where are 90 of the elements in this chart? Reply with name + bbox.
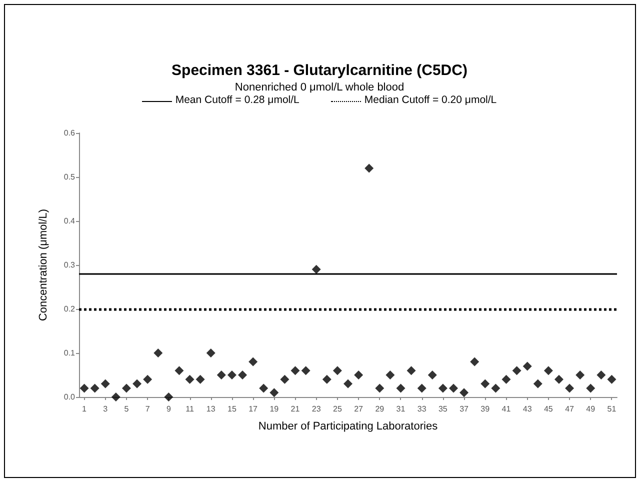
point	[533, 379, 542, 388]
x-tick-label: 15	[228, 404, 237, 414]
point	[206, 348, 216, 358]
point	[90, 384, 100, 393]
point	[270, 388, 279, 398]
point	[344, 379, 352, 388]
point	[554, 374, 564, 384]
x-tick-label: 31	[396, 404, 406, 414]
y-tick-label: 0.0	[64, 392, 76, 402]
point	[438, 384, 448, 393]
point	[132, 379, 142, 388]
point	[196, 374, 205, 384]
point	[322, 374, 332, 384]
y-tick-label: 0.2	[64, 304, 76, 314]
x-tick-label: 7	[145, 404, 150, 414]
point	[375, 384, 384, 393]
point	[586, 384, 596, 393]
x-tick-label: 41	[502, 404, 512, 414]
point	[448, 384, 458, 393]
x-tick-label: 3	[103, 404, 108, 414]
x-tick-label: 27	[354, 404, 364, 414]
point	[216, 370, 226, 380]
point	[290, 366, 300, 376]
chart-title: Specimen 3361 - Glutarylcarnitine (C5DC)	[172, 62, 468, 79]
chart-subtitle: Nonenriched 0 μmol/L whole blood	[234, 82, 404, 94]
x-tick-label: 33	[417, 404, 427, 414]
point	[470, 357, 480, 366]
point	[100, 379, 110, 388]
point	[576, 370, 585, 380]
point	[522, 362, 532, 371]
point	[111, 392, 120, 402]
point	[596, 370, 606, 380]
point	[396, 384, 406, 393]
y-tick-label: 0.5	[64, 172, 76, 182]
point	[480, 379, 490, 388]
point	[364, 164, 374, 173]
point	[280, 374, 290, 384]
point	[227, 370, 236, 380]
point	[565, 384, 574, 393]
point	[312, 264, 321, 274]
x-tick-label: 1	[82, 404, 88, 414]
point	[238, 370, 248, 380]
point	[143, 374, 152, 384]
x-tick-label: 23	[312, 404, 322, 414]
x-tick-label: 47	[565, 404, 575, 414]
point	[164, 392, 174, 402]
x-tick-label: 19	[270, 404, 280, 414]
x-tick-label: 5	[124, 404, 130, 414]
point	[122, 384, 131, 393]
point	[386, 370, 395, 380]
x-tick-label: 45	[544, 404, 554, 414]
x-tick-label: 51	[607, 404, 617, 414]
x-tick-label: 11	[186, 404, 194, 414]
x-tick-label: 39	[480, 404, 490, 414]
point	[544, 366, 553, 376]
x-tick-label: 35	[438, 404, 448, 414]
x-tick-label: 13	[206, 404, 216, 414]
point	[80, 384, 89, 393]
x-tick-label: 25	[333, 404, 342, 414]
legend-label: Mean Cutoff = 0.28 μmol/L	[175, 94, 300, 106]
legend-label: Median Cutoff = 0.20 μmol/L	[364, 94, 497, 106]
x-tick-label: 49	[586, 404, 596, 414]
point	[185, 374, 194, 384]
x-tick-label: 29	[375, 404, 385, 414]
point	[259, 384, 268, 393]
y-tick-label: 0.1	[64, 348, 76, 358]
y-tick-label: 0.6	[64, 128, 76, 138]
x-tick-label: 21	[290, 404, 300, 414]
y-axis-title: Concentration (μmol/L)	[38, 208, 50, 322]
point	[154, 348, 163, 358]
x-tick-label: 43	[522, 404, 532, 414]
x-axis-title: Number of Participating Laboratories	[258, 420, 438, 432]
y-tick-label: 0.3	[64, 260, 76, 270]
point	[428, 370, 437, 380]
point	[174, 366, 184, 376]
point	[417, 384, 426, 393]
point	[607, 374, 616, 384]
point	[512, 366, 522, 376]
point	[354, 370, 364, 380]
x-tick-label: 9	[166, 404, 172, 414]
x-tick-label: 37	[460, 404, 470, 414]
point	[406, 366, 416, 376]
point	[491, 384, 500, 393]
point	[502, 374, 511, 384]
x-tick-label: 17	[248, 404, 258, 414]
point	[332, 366, 342, 376]
point	[301, 366, 310, 376]
point	[248, 357, 258, 366]
point	[460, 388, 469, 398]
y-tick-label: 0.4	[64, 216, 76, 226]
